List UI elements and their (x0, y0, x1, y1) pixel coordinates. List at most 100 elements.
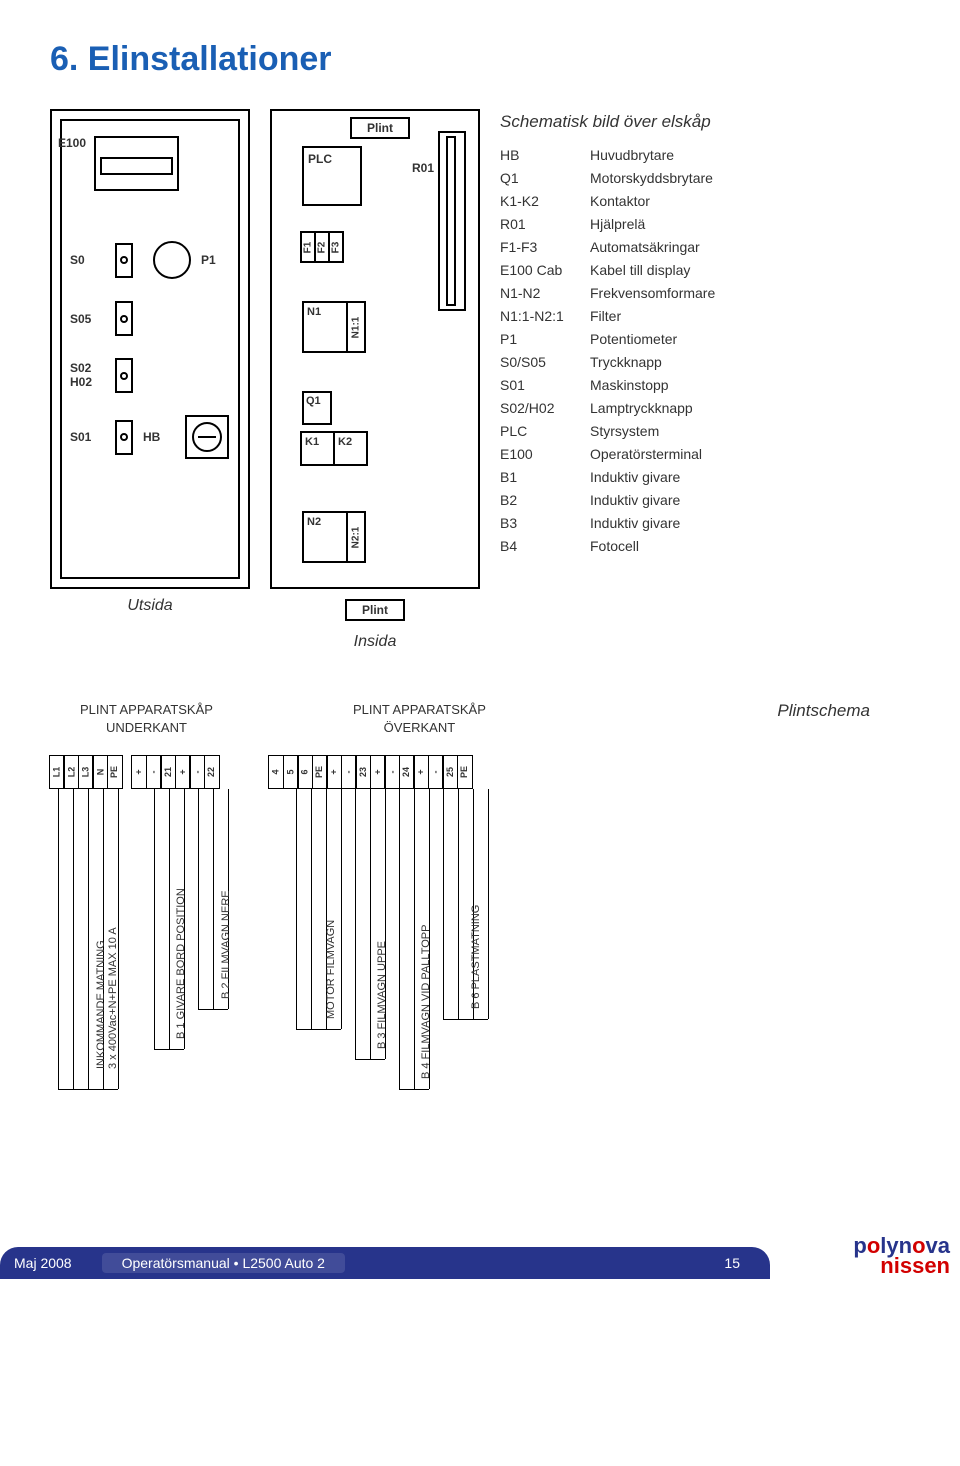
k1-box: K1 (300, 431, 335, 466)
legend-value: Filter (590, 306, 621, 327)
hb-breaker (185, 415, 229, 459)
terminal: PE (107, 755, 123, 789)
legend-title: Schematisk bild över elskåp (500, 109, 910, 135)
plintschema-title: Plintschema (777, 701, 870, 737)
s0-label: S0 (70, 253, 115, 267)
legend-row: S0/S05Tryckknapp (500, 352, 910, 373)
legend-key: E100 (500, 444, 590, 465)
legend-value: Automatsäkringar (590, 237, 700, 258)
legend-row: E100Operatörsterminal (500, 444, 910, 465)
plint-right-header: PLINT APPARATSKÅP ÖVERKANT (353, 701, 486, 737)
legend-value: Induktiv givare (590, 513, 680, 534)
inside-caption: Insida (270, 633, 480, 651)
legend-value: Kabel till display (590, 260, 690, 281)
legend-key: Q1 (500, 168, 590, 189)
page-title: 6. Elinstallationer (50, 40, 910, 79)
fuse-row: F1 F2 F3 (302, 231, 344, 263)
cabinet-outside-column: E100 S0 P1 S05 S02 H02 (50, 109, 250, 615)
legend-row: HBHuvudbrytare (500, 145, 910, 166)
legend-row: S01Maskinstopp (500, 375, 910, 396)
legend: Schematisk bild över elskåp HBHuvudbryta… (500, 109, 910, 559)
cabinet-inside: Plint PLC R01 F1 F2 F3 N1 N1:1 Q1 K1 K2 (270, 109, 480, 589)
legend-value: Frekvensomformare (590, 283, 715, 304)
legend-row: E100 CabKabel till display (500, 260, 910, 281)
legend-row: Q1Motorskyddsbrytare (500, 168, 910, 189)
terminal: PE (457, 755, 473, 789)
logo: polynova nissen (853, 1236, 950, 1276)
legend-key: B2 (500, 490, 590, 511)
p1-dial (153, 241, 191, 279)
plint-left-header: PLINT APPARATSKÅP UNDERKANT (80, 701, 213, 737)
legend-row: F1-F3Automatsäkringar (500, 237, 910, 258)
legend-value: Huvudbrytare (590, 145, 674, 166)
relay-box (438, 131, 466, 311)
fuse-f3: F3 (328, 231, 344, 263)
plc-box: PLC (302, 146, 362, 206)
legend-key: N1-N2 (500, 283, 590, 304)
legend-row: S02/H02Lamptryckknapp (500, 398, 910, 419)
legend-key: B1 (500, 467, 590, 488)
e100-box: E100 (94, 136, 179, 191)
wire-label-b6: B 6 PLASTMATNING (470, 905, 482, 1009)
k2-box: K2 (333, 431, 368, 466)
legend-key: B3 (500, 513, 590, 534)
plint-top-label: Plint (350, 117, 410, 139)
legend-key: S02/H02 (500, 398, 590, 419)
s05-label: S05 (70, 312, 115, 326)
legend-value: Tryckknapp (590, 352, 662, 373)
legend-key: B4 (500, 536, 590, 557)
legend-value: Kontaktor (590, 191, 650, 212)
legend-value: Induktiv givare (590, 490, 680, 511)
legend-key: PLC (500, 421, 590, 442)
switch-s0 (115, 243, 133, 278)
wire-label-power: INKOMMANDE MATNING 3 x 400Vac+N+PE MAX 1… (95, 928, 119, 1070)
legend-value: Potentiometer (590, 329, 677, 350)
legend-row: PLCStyrsystem (500, 421, 910, 442)
page-footer: Maj 2008 Operatörsmanual • L2500 Auto 2 … (0, 1247, 770, 1279)
switch-s02 (115, 358, 133, 393)
wiring-diagram: INKOMMANDE MATNING 3 x 400Vac+N+PE MAX 1… (50, 789, 910, 1169)
legend-key: E100 Cab (500, 260, 590, 281)
terminal-block-left: L1L2L3NPE+-21+-22 (50, 755, 220, 789)
terminal: 22 (204, 755, 220, 789)
n1-1-box: N1:1 (346, 301, 366, 353)
plint-bottom-label: Plint (345, 599, 405, 621)
legend-row: K1-K2Kontaktor (500, 191, 910, 212)
legend-row: R01Hjälprelä (500, 214, 910, 235)
footer-manual: Operatörsmanual • L2500 Auto 2 (102, 1253, 345, 1273)
legend-value: Lamptryckknapp (590, 398, 693, 419)
legend-key: HB (500, 145, 590, 166)
legend-key: F1-F3 (500, 237, 590, 258)
legend-key: S01 (500, 375, 590, 396)
legend-value: Styrsystem (590, 421, 659, 442)
footer-page: 15 (724, 1255, 740, 1271)
legend-value: Fotocell (590, 536, 639, 557)
wire-label-b2: B 2 FILMVAGN NERE (220, 891, 232, 1000)
legend-row: P1Potentiometer (500, 329, 910, 350)
s01-label: S01 (70, 430, 115, 444)
legend-value: Induktiv givare (590, 467, 680, 488)
legend-value: Maskinstopp (590, 375, 669, 396)
legend-key: K1-K2 (500, 191, 590, 212)
wire-label-b3: B 3 FILMVAGN UPPE (376, 941, 388, 1049)
switch-s05 (115, 301, 133, 336)
plint-section: PLINT APPARATSKÅP UNDERKANT PLINT APPARA… (50, 701, 910, 1169)
wire-label-b4: B 4 FILMVAGN VID PALLTOPP (420, 925, 432, 1079)
r01-label: R01 (412, 161, 434, 175)
legend-value: Operatörsterminal (590, 444, 702, 465)
legend-row: B1Induktiv givare (500, 467, 910, 488)
legend-key: N1:1-N2:1 (500, 306, 590, 327)
legend-key: R01 (500, 214, 590, 235)
legend-row: N1:1-N2:1Filter (500, 306, 910, 327)
n2-1-box: N2:1 (346, 511, 366, 563)
outside-caption: Utsida (50, 597, 250, 615)
legend-value: Motorskyddsbrytare (590, 168, 713, 189)
wire-label-motor: MOTOR FILMVAGN (325, 920, 337, 1019)
legend-row: B4Fotocell (500, 536, 910, 557)
legend-value: Hjälprelä (590, 214, 645, 235)
switch-s01 (115, 420, 133, 455)
legend-row: B3Induktiv givare (500, 513, 910, 534)
footer-date: Maj 2008 (14, 1255, 72, 1271)
s02h02-label: S02 H02 (70, 362, 115, 388)
terminal-block-right: 456PE+-23+-24+-25PE (270, 755, 473, 789)
